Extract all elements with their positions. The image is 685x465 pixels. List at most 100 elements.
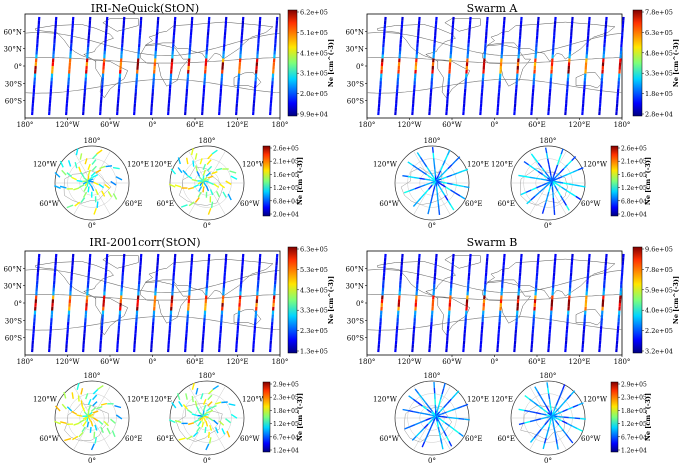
polar-track-segment xyxy=(580,417,586,420)
polar-label-bottom: 0° xyxy=(203,222,211,230)
polar-track-segment xyxy=(436,192,439,198)
polar-track-segment xyxy=(202,178,209,182)
colorbar-label: Ne [cm^(-3)] xyxy=(296,157,304,205)
coastline xyxy=(140,44,190,87)
swarm-b-map-panel: Swarm B 60°N 30°N 0° 30°S 60°S 180° 120°W 60°W 0… xyxy=(345,236,680,366)
polar-track-segment xyxy=(195,387,199,395)
lon-tick-label: 60°E xyxy=(186,358,204,366)
dip-latitude-line xyxy=(366,316,623,331)
polar-track-segment xyxy=(433,158,435,165)
polar-track-segment xyxy=(199,158,203,165)
polar-track-segment xyxy=(210,404,217,409)
polar-track-segment xyxy=(213,419,219,425)
colorbar-tick-label: 2.9e+05 xyxy=(621,382,647,389)
polar-track-segment xyxy=(529,410,536,414)
polar-label-bottom-right: 60°E xyxy=(125,200,143,208)
polar-track-segment xyxy=(180,204,188,208)
polar-track-segment xyxy=(85,393,89,400)
polar-track-segment xyxy=(61,169,67,176)
polar-track-segment xyxy=(78,419,85,424)
polar-track-segment xyxy=(182,404,188,410)
polar-track-segment xyxy=(435,186,438,193)
polar-track-segment xyxy=(174,419,182,423)
lon-tick-label: 120°W xyxy=(55,121,80,129)
polar-track-segment xyxy=(567,171,574,176)
colorbar-label: Ne [cm^(-3)] xyxy=(672,39,680,87)
polar-track-segment xyxy=(207,409,214,414)
polar-track-segment xyxy=(205,420,209,427)
polar-track-segment xyxy=(415,431,421,437)
polar-track-segment xyxy=(444,195,449,201)
polar-track-segment xyxy=(447,416,453,419)
polar-track-segment xyxy=(90,443,95,451)
polar-track-segment xyxy=(546,191,550,198)
polar-track-segment xyxy=(95,189,99,196)
polar-track-segment xyxy=(543,437,547,444)
polar-track-segment xyxy=(563,164,569,170)
polar-track-segment xyxy=(572,404,579,408)
polar-track-segment xyxy=(547,158,550,165)
polar-track-segment xyxy=(92,401,98,407)
polar-track-segment xyxy=(529,437,535,443)
polar-track-segment xyxy=(431,191,434,198)
polar-track-segment xyxy=(182,169,188,176)
polar-track-segment xyxy=(577,167,584,171)
polar-track-segment xyxy=(91,153,98,160)
polar-track-segment xyxy=(427,184,433,190)
polar-track-segment xyxy=(412,164,418,169)
polar-grid-spoke xyxy=(547,417,567,451)
polar-track-segment xyxy=(446,149,451,156)
polar-track-segment xyxy=(419,184,426,188)
lon-tick-label: 0° xyxy=(149,358,157,366)
polar-track-segment xyxy=(230,413,238,419)
polar-track-segment xyxy=(436,404,440,411)
polar-label-bottom-right: 60°E xyxy=(465,200,483,208)
polar-track-segment xyxy=(528,398,535,403)
lon-tick-label: 60°W xyxy=(100,358,120,366)
polar-track-segment xyxy=(426,174,432,179)
polar-label-left: 120°W xyxy=(373,395,398,403)
lon-tick-label: 60°E xyxy=(528,358,546,366)
polar-label-bottom: 0° xyxy=(544,222,552,230)
polar-track-segment xyxy=(78,431,84,438)
polar-track-segment xyxy=(540,416,547,420)
polar-track-segment xyxy=(90,185,95,192)
polar-track-segment xyxy=(437,170,442,177)
iri-neq-map-panel: IRI-NeQuick(StON) 60°N 30°N 0° 30°S 60°S 180°… xyxy=(3,2,335,129)
polar-track-segment xyxy=(536,184,542,189)
polar-track-segment xyxy=(80,400,83,407)
lon-tick-label: 120°W xyxy=(397,358,422,366)
polar-track-segment xyxy=(407,409,414,413)
polar-track-segment xyxy=(74,201,81,207)
polar-track-segment xyxy=(190,148,194,156)
polar-track-segment xyxy=(446,174,453,178)
polar-track-segment xyxy=(186,157,189,165)
polar-track-segment xyxy=(536,391,542,397)
lon-tick-label: 180° xyxy=(17,121,34,129)
polar-track-segment xyxy=(86,421,90,428)
polar-track-segment xyxy=(439,172,445,178)
polar-track-segment xyxy=(77,395,80,402)
polar-track-segment xyxy=(549,404,552,411)
polar-track-segment xyxy=(563,182,569,185)
polar-track-segment xyxy=(92,174,98,179)
polar-label-top: 180° xyxy=(540,372,557,380)
polar-track-segment xyxy=(530,195,536,201)
polar-track-segment xyxy=(208,417,214,422)
polar-track-segment xyxy=(197,420,202,427)
polar-track-segment xyxy=(542,408,548,414)
polar-label-left: 120°W xyxy=(33,395,58,403)
polar-track-segment xyxy=(87,398,92,405)
polar-track-segment xyxy=(423,436,428,443)
polar-track-segment xyxy=(528,164,534,169)
polar-track-segment xyxy=(104,183,110,189)
polar-track-segment xyxy=(452,183,459,187)
polar-label-right: 120°W xyxy=(583,160,608,168)
polar-label-right: 120°W xyxy=(242,160,267,168)
polar-track-segment xyxy=(202,413,209,417)
dip-latitude-line xyxy=(24,269,281,293)
lon-tick-label: 60°E xyxy=(186,121,204,129)
polar-grid-spoke xyxy=(91,182,111,216)
polar-track-segment xyxy=(78,184,85,189)
polar-track-segment xyxy=(81,405,86,412)
